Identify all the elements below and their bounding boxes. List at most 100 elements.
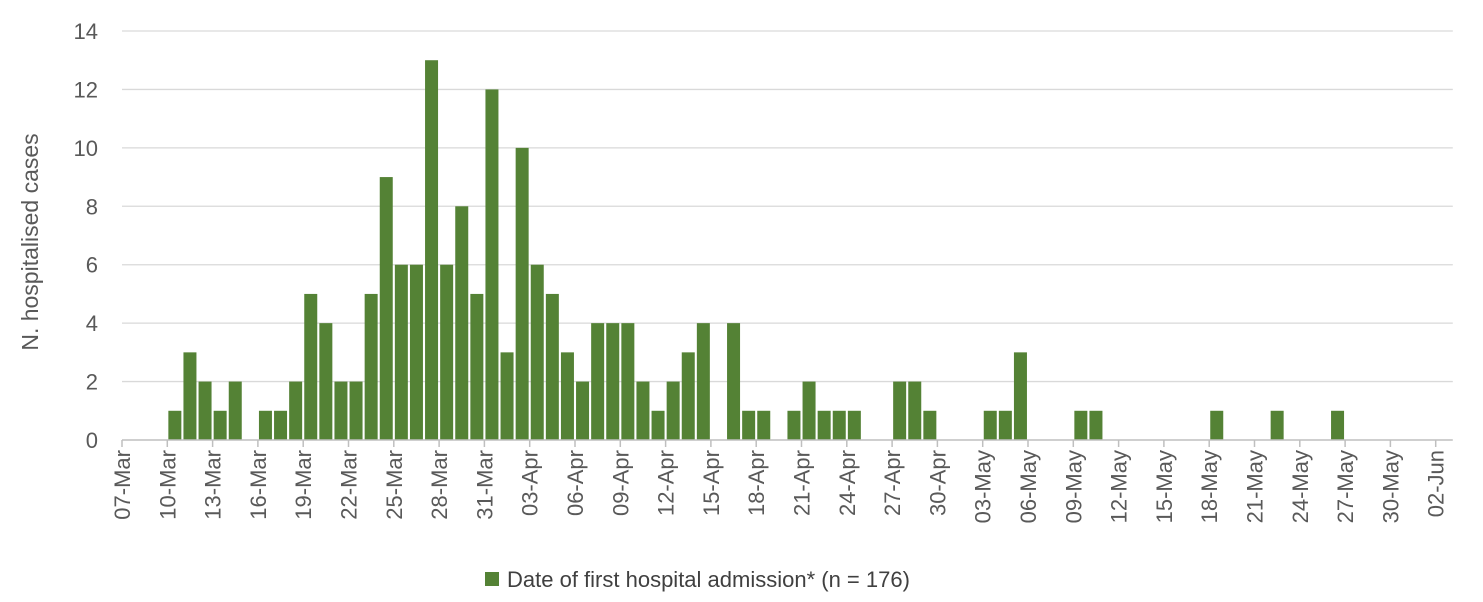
- bar-31-Mar: [485, 89, 499, 440]
- x-tick-label: 02-Jun: [1424, 450, 1449, 517]
- bars: [168, 60, 1345, 441]
- bar-26-May: [1331, 410, 1345, 440]
- bar-26-Mar: [409, 264, 423, 440]
- x-tick-label: 03-Apr: [518, 450, 543, 516]
- bar-09-Apr: [621, 323, 635, 440]
- bar-07-Apr: [591, 323, 605, 440]
- legend-label: Date of first hospital admission* (n = 1…: [507, 567, 910, 592]
- x-tick-label: 18-Apr: [744, 450, 769, 516]
- x-tick-label: 24-Apr: [835, 450, 860, 516]
- bar-10-Mar: [168, 410, 182, 440]
- x-tick-label: 06-Apr: [563, 450, 588, 516]
- bar-16-Mar: [258, 410, 272, 440]
- x-tick-label: 13-Mar: [201, 450, 226, 520]
- bar-29-Apr: [923, 410, 937, 440]
- bar-25-Mar: [394, 264, 408, 440]
- bar-10-Apr: [636, 381, 650, 440]
- x-tick-label: 15-Apr: [699, 450, 724, 516]
- bar-20-Apr: [787, 410, 801, 440]
- bar-04-May: [998, 410, 1012, 440]
- x-tick-label: 09-May: [1061, 450, 1086, 523]
- x-tick-label: 12-May: [1107, 450, 1132, 523]
- bar-17-Mar: [274, 410, 288, 440]
- bar-27-Apr: [893, 381, 907, 440]
- x-tick-label: 28-Mar: [427, 450, 452, 520]
- bar-30-Mar: [470, 293, 484, 440]
- bar-11-Mar: [183, 352, 197, 440]
- bar-05-May: [1013, 352, 1027, 440]
- x-tick-label: 27-May: [1333, 450, 1358, 523]
- x-tick-label: 16-Mar: [246, 450, 271, 520]
- x-tick-label: 10-Mar: [155, 450, 180, 520]
- bar-29-Mar: [455, 206, 469, 440]
- bar-21-Apr: [802, 381, 816, 440]
- y-tick-label: 14: [74, 19, 98, 44]
- bar-21-Mar: [334, 381, 348, 440]
- bar-09-May: [1074, 410, 1088, 440]
- bar-24-Mar: [379, 177, 393, 441]
- x-tick-label: 21-May: [1243, 450, 1268, 523]
- bar-04-Apr: [545, 293, 559, 440]
- y-tick-label: 6: [86, 253, 98, 278]
- x-tick-label: 30-May: [1378, 450, 1403, 523]
- y-tick-label: 2: [86, 370, 98, 395]
- bar-14-Mar: [228, 381, 242, 440]
- bar-17-Apr: [742, 410, 756, 440]
- bar-18-Apr: [757, 410, 771, 440]
- gridlines: [122, 30, 1453, 383]
- x-tick-label: 06-May: [1016, 450, 1041, 523]
- bar-13-Apr: [681, 352, 695, 440]
- x-tick-label: 07-Mar: [110, 450, 135, 520]
- legend-swatch: [485, 572, 499, 586]
- bar-11-Apr: [651, 410, 665, 440]
- y-tick-label: 4: [86, 311, 98, 336]
- bar-05-Apr: [560, 352, 574, 440]
- x-tick-label: 21-Apr: [790, 450, 815, 516]
- x-tick-label: 19-Mar: [291, 450, 316, 520]
- x-tick-label: 24-May: [1288, 450, 1313, 523]
- bar-01-Apr: [500, 352, 514, 440]
- bar-18-May: [1210, 410, 1224, 440]
- y-tick-label: 8: [86, 194, 98, 219]
- x-tick-label: 12-Apr: [654, 450, 679, 516]
- x-tick-label: 27-Apr: [880, 450, 905, 516]
- bar-06-Apr: [576, 381, 590, 440]
- x-tick-label: 30-Apr: [925, 450, 950, 516]
- y-tick-label: 0: [86, 428, 98, 453]
- bar-12-Apr: [666, 381, 680, 440]
- bar-28-Mar: [440, 264, 454, 440]
- y-axis-label: N. hospitalised cases: [17, 133, 43, 350]
- x-tick-label: 25-Mar: [382, 450, 407, 520]
- bar-03-May: [983, 410, 997, 440]
- bar-24-Apr: [847, 410, 861, 440]
- bar-22-May: [1270, 410, 1284, 440]
- bar-27-Mar: [425, 60, 439, 440]
- bar-19-Mar: [304, 293, 318, 440]
- y-tick-label: 12: [74, 77, 98, 102]
- bar-16-Apr: [727, 323, 741, 440]
- legend: Date of first hospital admission* (n = 1…: [485, 567, 910, 592]
- bar-23-Apr: [832, 410, 846, 440]
- bar-02-Apr: [515, 147, 529, 440]
- x-tick-label: 31-Mar: [472, 450, 497, 520]
- x-tick-label: 03-May: [971, 450, 996, 523]
- y-axis: 0 2 4 6 8 10 12 14: [74, 19, 98, 453]
- bar-12-Mar: [198, 381, 212, 440]
- bar-28-Apr: [908, 381, 922, 440]
- bar-22-Apr: [817, 410, 831, 440]
- x-tick-label: 09-Apr: [608, 450, 633, 516]
- bar-03-Apr: [530, 264, 544, 440]
- x-tick-label: 22-Mar: [337, 450, 362, 520]
- x-tick-label: 18-May: [1197, 450, 1222, 523]
- x-tick-label: 15-May: [1152, 450, 1177, 523]
- y-tick-label: 10: [74, 136, 98, 161]
- bar-14-Apr: [696, 323, 710, 440]
- bar-18-Mar: [289, 381, 303, 440]
- x-axis: 07-Mar 10-Mar 13-Mar 16-Mar 19-Mar 22-Mar 25-M…: [110, 439, 1453, 523]
- bar-23-Mar: [364, 293, 378, 440]
- bar-13-Mar: [213, 410, 227, 440]
- bar-10-May: [1089, 410, 1103, 440]
- bar-20-Mar: [319, 323, 333, 440]
- bar-08-Apr: [606, 323, 620, 440]
